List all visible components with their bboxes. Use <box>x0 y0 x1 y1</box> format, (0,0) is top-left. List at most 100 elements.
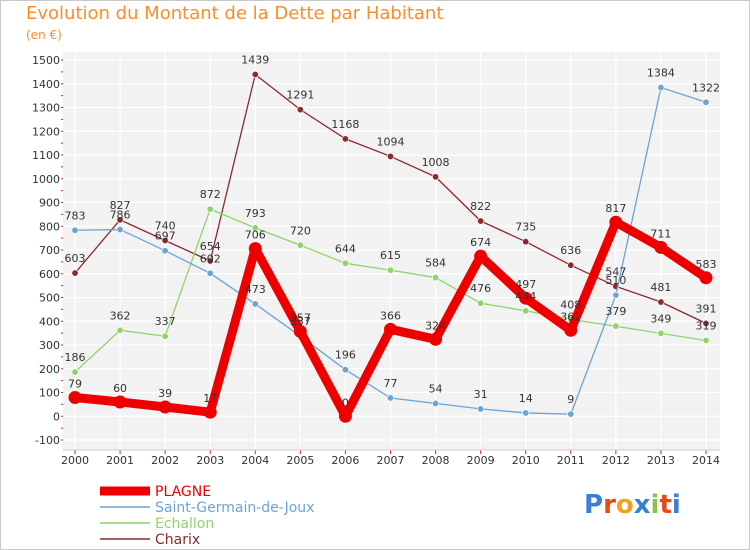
data-label: 783 <box>65 209 86 222</box>
data-label: 1384 <box>647 67 675 80</box>
data-label: 636 <box>560 244 581 257</box>
y-tick-label: 1100 <box>32 149 60 162</box>
data-label: 186 <box>65 351 86 364</box>
data-label: 497 <box>515 278 536 291</box>
logo-letter: i <box>650 490 660 520</box>
x-tick-label: 2009 <box>467 454 495 467</box>
data-point <box>338 409 352 423</box>
data-label: 1291 <box>286 89 314 102</box>
data-point <box>251 300 259 308</box>
data-label: 337 <box>155 315 176 328</box>
x-tick-label: 2001 <box>106 454 134 467</box>
data-point <box>609 215 623 229</box>
data-point <box>612 291 620 299</box>
data-label: 615 <box>380 249 401 262</box>
data-point <box>206 257 214 265</box>
data-point <box>474 249 488 263</box>
data-label: 510 <box>605 274 626 287</box>
x-tick-label: 2008 <box>422 454 450 467</box>
data-label: 1008 <box>422 156 450 169</box>
x-tick-label: 2002 <box>151 454 179 467</box>
data-label: 706 <box>245 229 266 242</box>
x-tick-label: 2003 <box>196 454 224 467</box>
data-point <box>341 135 349 143</box>
data-point <box>161 332 169 340</box>
chart-unit-label: (en €) <box>26 28 62 42</box>
data-point <box>657 298 665 306</box>
data-label: 337 <box>290 315 311 328</box>
data-point <box>477 217 485 225</box>
data-label: 735 <box>515 221 536 234</box>
data-label: 476 <box>470 282 491 295</box>
logo-letter: i <box>671 490 681 520</box>
data-point <box>386 394 394 402</box>
y-tick-label: 500 <box>39 292 60 305</box>
data-point <box>699 271 713 285</box>
y-tick-label: 300 <box>39 339 60 352</box>
data-point <box>477 299 485 307</box>
chart-title: Evolution du Montant de la Dette par Hab… <box>26 3 444 24</box>
data-label: 827 <box>110 199 131 212</box>
data-point <box>113 395 127 409</box>
data-label: 0 <box>342 396 349 409</box>
data-point <box>71 269 79 277</box>
data-label: 644 <box>335 242 356 255</box>
data-point <box>68 390 82 404</box>
data-point <box>341 366 349 374</box>
data-point <box>71 226 79 234</box>
data-label: 720 <box>290 224 311 237</box>
data-label: 1094 <box>377 135 405 148</box>
data-point <box>116 326 124 334</box>
y-tick-label: 1200 <box>32 125 60 138</box>
data-point <box>203 405 217 419</box>
data-label: 1168 <box>331 118 359 131</box>
data-label: 786 <box>110 209 131 222</box>
y-tick-label: 600 <box>39 268 60 281</box>
data-label: 324 <box>425 319 446 332</box>
data-point <box>386 152 394 160</box>
data-label: 1322 <box>692 81 720 94</box>
data-point <box>432 399 440 407</box>
y-tick-label: 1400 <box>32 78 60 91</box>
data-label: 196 <box>335 349 356 362</box>
y-tick-label: 700 <box>39 244 60 257</box>
y-tick-label: 900 <box>39 197 60 210</box>
data-label: 603 <box>65 252 86 265</box>
data-label: 654 <box>200 240 221 253</box>
proxiti-logo: Proxiti <box>584 490 681 520</box>
data-point <box>116 216 124 224</box>
data-label: 391 <box>696 302 717 315</box>
data-label: 872 <box>200 188 221 201</box>
x-tick-label: 2004 <box>241 454 269 467</box>
data-point <box>702 336 710 344</box>
data-label: 444 <box>515 290 536 303</box>
data-label: 319 <box>696 319 717 332</box>
data-point <box>657 84 665 92</box>
x-tick-label: 2014 <box>692 454 720 467</box>
data-point <box>293 324 307 338</box>
legend-label: PLAGNE <box>155 484 211 500</box>
data-label: 77 <box>384 377 398 390</box>
y-tick-label: 800 <box>39 220 60 233</box>
y-tick-label: 0 <box>53 410 60 423</box>
legend-label: Saint-Germain-de-Joux <box>155 500 314 516</box>
data-point <box>429 332 443 346</box>
data-label: 357 <box>290 311 311 324</box>
data-point <box>158 400 172 414</box>
data-point <box>432 274 440 282</box>
data-point <box>248 242 262 256</box>
data-label: 349 <box>650 312 671 325</box>
x-tick-label: 2007 <box>377 454 405 467</box>
logo-letter: t <box>659 490 672 520</box>
data-point <box>251 224 259 232</box>
x-tick-label: 2013 <box>647 454 675 467</box>
data-point <box>206 205 214 213</box>
legend-label: Charix <box>155 532 200 548</box>
legend-label: Echallon <box>155 516 214 532</box>
logo-letter: P <box>584 490 604 520</box>
data-label: 362 <box>560 310 581 323</box>
data-label: 697 <box>155 230 176 243</box>
data-label: 79 <box>68 377 82 390</box>
data-label: 473 <box>245 283 266 296</box>
